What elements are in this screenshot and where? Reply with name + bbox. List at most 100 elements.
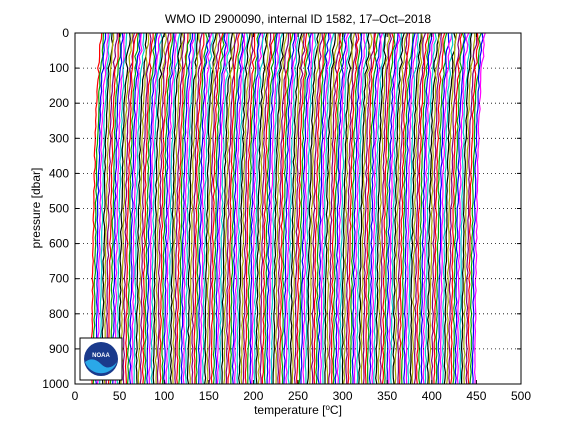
profile-line xyxy=(188,32,201,385)
profile-line xyxy=(195,32,209,385)
profile-line xyxy=(156,32,170,385)
profile-line xyxy=(322,32,335,385)
profile-line xyxy=(165,32,178,385)
profile-line xyxy=(454,32,466,385)
profile-line xyxy=(118,32,131,385)
profile-line xyxy=(473,32,486,385)
profile-line xyxy=(467,32,479,385)
x-tick-label: 300 xyxy=(333,389,353,403)
profile-line xyxy=(358,32,370,385)
profile-lines xyxy=(90,32,486,385)
chart-title: WMO ID 2900090, internal ID 1582, 17–Oct… xyxy=(165,12,431,26)
profile-line xyxy=(176,32,189,385)
profile-line xyxy=(285,32,297,385)
profile-line xyxy=(150,32,163,385)
profile-line xyxy=(178,32,191,385)
profile-line xyxy=(229,32,243,385)
profile-line xyxy=(317,32,330,385)
y-tick-label: 200 xyxy=(49,96,69,110)
profile-line xyxy=(169,32,183,385)
profile-line xyxy=(373,32,386,385)
profile-line xyxy=(362,32,375,385)
x-tick-label: 150 xyxy=(199,389,219,403)
profile-line xyxy=(182,32,196,385)
profile-line xyxy=(446,32,458,385)
profile-line xyxy=(347,32,360,385)
x-tick-label: 500 xyxy=(511,389,531,403)
profile-line xyxy=(394,32,408,385)
y-tick-label: 800 xyxy=(49,307,69,321)
profile-line xyxy=(146,32,158,385)
profile-line xyxy=(293,32,306,385)
profile-line xyxy=(330,32,343,385)
profile-line xyxy=(167,32,181,385)
profile-line xyxy=(289,32,303,385)
profile-line xyxy=(234,32,246,385)
profile-line xyxy=(400,32,414,385)
profile-line xyxy=(129,32,141,385)
profile-line xyxy=(302,32,314,385)
profile-line xyxy=(109,32,122,385)
profile-line xyxy=(259,32,272,385)
y-tick-label: 400 xyxy=(49,166,69,180)
x-tick-label: 0 xyxy=(72,389,79,403)
profile-line xyxy=(90,32,103,385)
svg-text:NOAA: NOAA xyxy=(92,353,110,359)
profile-line xyxy=(159,32,172,385)
profile-line xyxy=(450,32,463,385)
profile-line xyxy=(141,33,154,385)
y-tick-label: 100 xyxy=(49,61,69,75)
profile-line xyxy=(471,32,484,385)
y-axis: 0 100 200 300 400 500 600 700 800 900 1000 xyxy=(42,26,521,391)
profile-line xyxy=(353,32,366,385)
profile-line xyxy=(298,32,311,385)
x-tick-label: 250 xyxy=(288,389,308,403)
profile-line xyxy=(251,32,264,385)
plot-area xyxy=(74,32,522,385)
profile-line xyxy=(465,33,478,385)
profile-line xyxy=(326,32,339,384)
profile-line xyxy=(435,32,448,385)
profile-line xyxy=(247,32,260,385)
profile-line xyxy=(469,32,482,385)
profile-line xyxy=(96,32,109,385)
profile-line xyxy=(253,32,266,385)
profile-line xyxy=(403,32,416,385)
profile-line xyxy=(214,32,227,384)
profile-line xyxy=(360,32,373,385)
profile-line xyxy=(306,32,320,385)
profile-line xyxy=(99,32,111,385)
profile-line xyxy=(310,32,324,385)
profile-line xyxy=(441,32,454,385)
profile-line xyxy=(116,32,128,385)
profile-line xyxy=(101,32,114,385)
profile-line xyxy=(218,32,231,385)
profile-line xyxy=(345,32,358,384)
profile-line xyxy=(263,32,277,385)
profile-line xyxy=(221,32,234,385)
profile-line xyxy=(191,32,203,385)
profile-line xyxy=(274,32,288,385)
profile-line xyxy=(163,32,175,385)
noaa-logo: NOAA xyxy=(79,337,123,381)
profile-line xyxy=(341,32,353,385)
profile-line xyxy=(201,32,214,385)
profile-line xyxy=(418,32,432,385)
profile-line xyxy=(456,32,470,385)
profile-line xyxy=(206,32,219,385)
profile-line xyxy=(313,32,326,385)
y-tick-label: 600 xyxy=(49,237,69,251)
profile-line xyxy=(278,32,292,385)
profile-line xyxy=(426,32,440,385)
profile-line xyxy=(283,32,296,385)
profile-line xyxy=(210,32,224,385)
x-axis-label: temperature [oC] xyxy=(254,403,342,418)
profile-line xyxy=(122,32,135,385)
y-axis-label: pressure [dbar] xyxy=(29,168,43,249)
profile-line xyxy=(458,32,472,385)
profile-line xyxy=(343,32,356,385)
profile-line xyxy=(368,32,382,385)
profile-line xyxy=(448,32,461,385)
profile-line xyxy=(236,32,249,385)
profile-line xyxy=(428,32,442,385)
